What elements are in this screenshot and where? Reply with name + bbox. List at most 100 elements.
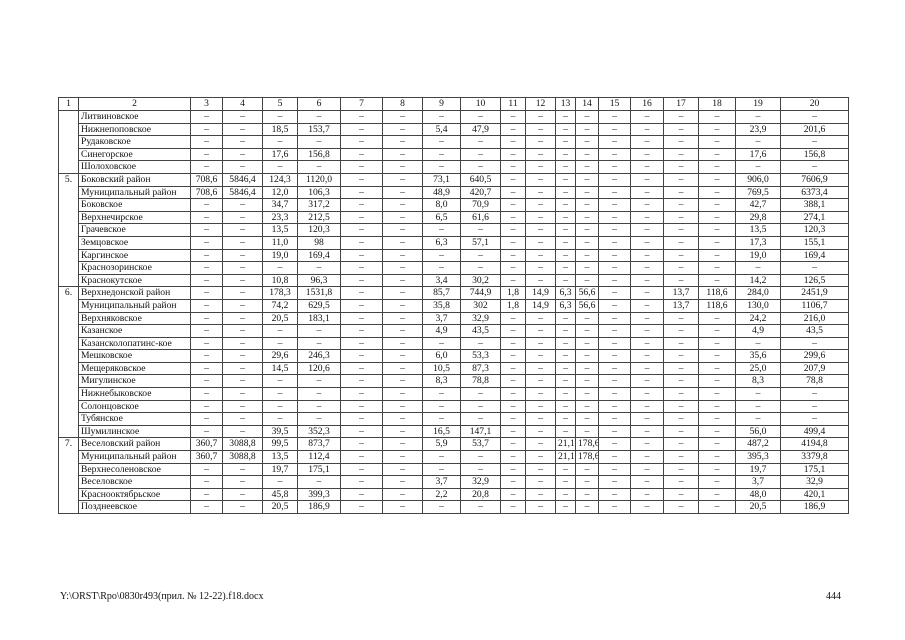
- table-cell: 78,8: [780, 374, 849, 389]
- table-cell: –: [262, 110, 298, 124]
- table-row: Грачевское – –13,5 120,3– – – – – – – – – – – –13,5 120…: [58, 223, 849, 237]
- table-cell: –: [555, 122, 576, 137]
- table-cell: –: [190, 336, 223, 351]
- table-cell: –: [698, 223, 736, 237]
- table-cell: –: [663, 135, 699, 149]
- row-number: [58, 186, 79, 200]
- table-cell: 16,5: [422, 424, 461, 439]
- table-cell: –: [698, 110, 736, 124]
- table-cell: –: [698, 160, 736, 174]
- table-cell: –: [555, 475, 576, 489]
- table-cell: 61,6: [460, 210, 501, 225]
- table-cell: 70,9: [460, 198, 501, 212]
- table-cell: –: [262, 160, 298, 174]
- table-cell: 178,6: [575, 450, 599, 464]
- table-cell: –: [555, 387, 576, 401]
- table-cell: –: [698, 210, 736, 225]
- table-cell: –: [340, 311, 383, 326]
- table-cell: 284,0: [735, 286, 781, 300]
- table-cell: –: [500, 311, 526, 326]
- table-cell: –: [460, 450, 501, 464]
- table-cell: 13,7: [663, 286, 699, 300]
- table-cell: 56,0: [735, 424, 781, 439]
- table-cell: –: [630, 172, 664, 187]
- table-cell: –: [575, 273, 599, 288]
- table-cell: –: [698, 462, 736, 477]
- table-cell: –: [340, 324, 383, 338]
- table-cell: 3,7: [422, 475, 461, 489]
- table-cell: –: [340, 487, 383, 502]
- row-number: [58, 110, 79, 124]
- table-cell: –: [598, 235, 631, 250]
- table-cell: –: [340, 110, 383, 124]
- column-header: 12: [525, 97, 556, 111]
- table-cell: –: [500, 172, 526, 187]
- table-cell: –: [698, 273, 736, 288]
- table-cell: –: [340, 424, 383, 439]
- table-cell: –: [555, 424, 576, 439]
- table-cell: –: [340, 172, 383, 187]
- table-cell: 20,5: [262, 500, 298, 514]
- table-cell: –: [575, 210, 599, 225]
- table-row: Краснозоринское – – – – – – – – – – – – – – – – – –: [58, 261, 849, 275]
- row-name: Грачевское: [78, 223, 191, 237]
- table-cell: –: [382, 324, 423, 338]
- row-number: [58, 500, 79, 514]
- table-cell: –: [382, 273, 423, 288]
- table-cell: –: [698, 361, 736, 376]
- table-cell: –: [500, 475, 526, 489]
- table-cell: –: [630, 399, 664, 414]
- row-name: Нижнепоповское: [78, 122, 191, 137]
- table-cell: –: [598, 399, 631, 414]
- table-cell: –: [500, 261, 526, 275]
- table-cell: –: [525, 223, 556, 237]
- table-cell: –: [630, 387, 664, 401]
- row-number: [58, 349, 79, 363]
- table-cell: –: [663, 374, 699, 389]
- table-cell: –: [630, 135, 664, 149]
- table-cell: 175,1: [297, 462, 341, 477]
- table-cell: –: [500, 349, 526, 363]
- table-cell: –: [500, 235, 526, 250]
- table-cell: –: [382, 399, 423, 414]
- table-cell: –: [340, 298, 383, 313]
- table-cell: –: [698, 475, 736, 489]
- table-cell: 32,9: [460, 311, 501, 326]
- table-cell: –: [598, 160, 631, 174]
- table-cell: –: [422, 387, 461, 401]
- table-cell: –: [500, 387, 526, 401]
- table-cell: –: [630, 298, 664, 313]
- table-cell: –: [663, 387, 699, 401]
- table-cell: –: [382, 185, 423, 200]
- table-cell: –: [575, 424, 599, 439]
- table-cell: 5846,4: [222, 185, 263, 200]
- table-cell: –: [525, 324, 556, 338]
- table-cell: 19,7: [262, 462, 298, 477]
- table-cell: 87,3: [460, 361, 501, 376]
- table-cell: 216,0: [780, 311, 849, 326]
- table-cell: –: [698, 412, 736, 426]
- table-cell: 744,9: [460, 286, 501, 300]
- table-cell: 19,0: [262, 248, 298, 263]
- row-number: 6.: [58, 286, 79, 300]
- table-cell: –: [698, 198, 736, 212]
- table-row: Муниципальный район 360,7 3088,8 13,5 112,4–…: [58, 450, 849, 464]
- table-cell: 420,7: [460, 185, 501, 200]
- table-cell: –: [630, 210, 664, 225]
- table-row: Нижнебыковское – – – – – – – – – – – – – – – – – –: [58, 387, 849, 401]
- table-cell: –: [598, 424, 631, 439]
- table-cell: –: [262, 336, 298, 351]
- table-cell: –: [460, 110, 501, 124]
- table-cell: –: [222, 399, 263, 414]
- table-cell: –: [340, 349, 383, 363]
- table-cell: –: [555, 210, 576, 225]
- table-cell: –: [598, 387, 631, 401]
- table-cell: –: [190, 387, 223, 401]
- table-cell: –: [382, 223, 423, 237]
- table-cell: 112,4: [297, 450, 341, 464]
- table-cell: –: [525, 248, 556, 263]
- table-cell: 317,2: [297, 198, 341, 212]
- table-cell: –: [555, 399, 576, 414]
- table-cell: –: [500, 147, 526, 162]
- table-cell: 32,9: [460, 475, 501, 489]
